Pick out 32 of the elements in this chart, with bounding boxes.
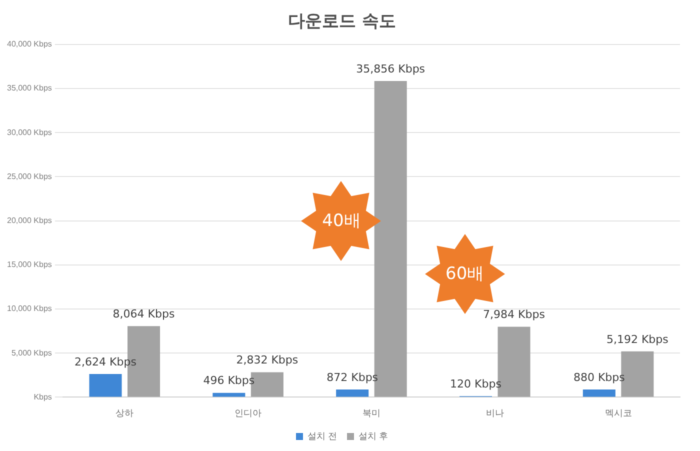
y-tick-label: 35,000 Kbps bbox=[6, 84, 52, 93]
bar bbox=[212, 392, 246, 397]
data-label: 8,064 Kbps bbox=[112, 307, 175, 320]
x-tick-label: 비나 bbox=[486, 408, 504, 418]
y-tick-label: 10,000 Kbps bbox=[6, 304, 52, 314]
y-tick-label: 30,000 Kbps bbox=[6, 128, 52, 137]
data-label: 7,984 Kbps bbox=[483, 308, 546, 322]
data-label: 2,832 Kbps bbox=[236, 354, 298, 367]
y-tick-label: 20,000 Kbps bbox=[6, 216, 52, 226]
bar bbox=[89, 374, 122, 397]
legend-label: 설치 전 bbox=[308, 430, 338, 441]
y-tick-label: 25,000 Kbps bbox=[6, 172, 52, 181]
data-label: 872 Kbps bbox=[326, 370, 378, 384]
y-tick-label: 5,000 Kbps bbox=[11, 348, 52, 358]
annotation: 60배 bbox=[446, 264, 484, 284]
y-tick-label: 15,000 Kbps bbox=[6, 260, 52, 270]
y-tick-label: 40,000 Kbps bbox=[6, 40, 52, 49]
y-tick-label: Kbps bbox=[34, 392, 52, 402]
data-label: 2,624 Kbps bbox=[74, 355, 137, 368]
data-label: 880 Kbps bbox=[573, 370, 626, 384]
data-label: 5,192 Kbps bbox=[606, 332, 669, 346]
bar bbox=[336, 390, 369, 397]
bar bbox=[582, 389, 616, 397]
x-tick-label: 상하 bbox=[116, 408, 134, 418]
x-tick-label: 인디아 bbox=[234, 408, 262, 418]
data-label: 35,856 Kbps bbox=[356, 62, 426, 76]
data-label: 120 Kbps bbox=[450, 378, 502, 390]
chart-title: 다운로드 속도 bbox=[288, 12, 396, 32]
x-tick-label: 멕시코 bbox=[604, 408, 632, 418]
data-label: 496 Kbps bbox=[203, 374, 255, 388]
x-tick-label: 북미 bbox=[362, 408, 380, 418]
legend-label: 설치 후 bbox=[358, 430, 388, 441]
